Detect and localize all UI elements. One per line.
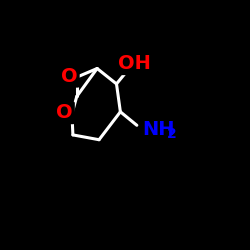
Text: O: O: [56, 103, 73, 122]
Text: NH: NH: [143, 120, 175, 139]
Text: OH: OH: [118, 54, 151, 73]
Text: O: O: [61, 67, 78, 86]
Text: 2: 2: [167, 127, 176, 141]
